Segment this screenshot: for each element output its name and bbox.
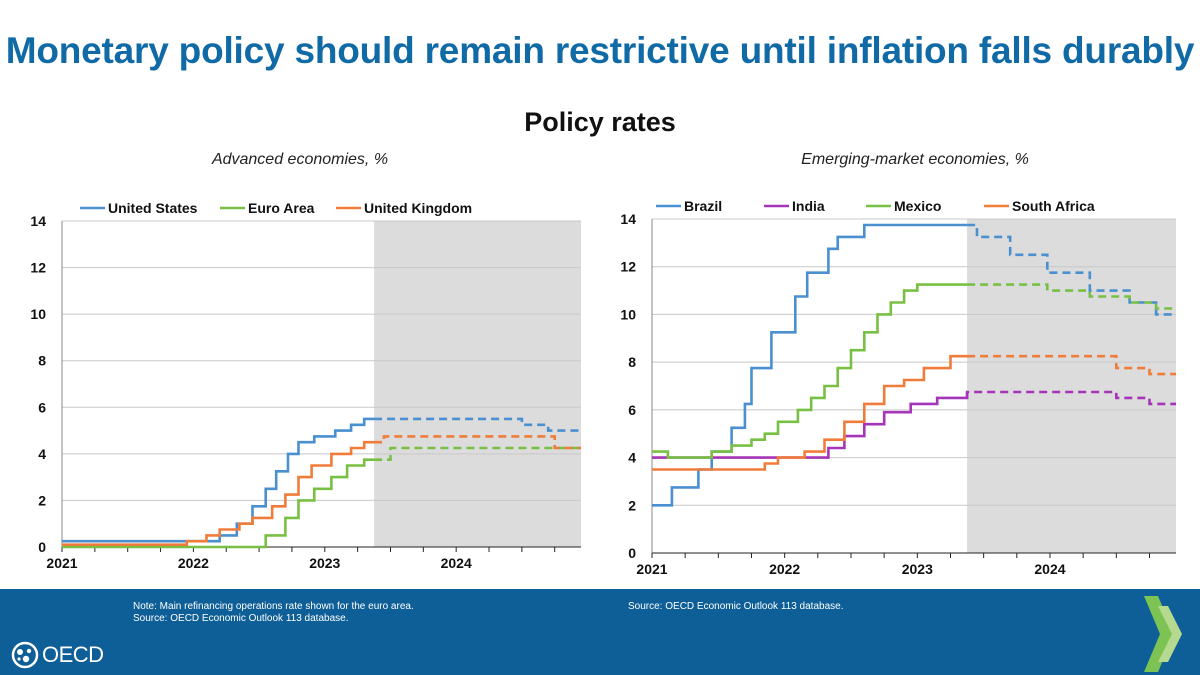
footer-note-right: Source: OECD Economic Outlook 113 databa… — [628, 601, 843, 613]
x-tick-label: 2021 — [46, 555, 77, 571]
y-tick-label: 6 — [628, 402, 636, 418]
x-tick-label: 2024 — [1034, 561, 1065, 577]
series-projection-united-kingdom — [374, 435, 581, 450]
y-tick-label: 4 — [628, 450, 636, 466]
legend-label: Mexico — [894, 198, 941, 214]
policy-rates-charts: 0 2 4 6 8 10 12 14 2021 2022 2023 2024 United States… — [30, 198, 1176, 577]
chevron-logo-icon — [1144, 596, 1182, 672]
series-line-united-states — [62, 417, 375, 543]
note-text: Note: Main refinancing operations rate s… — [133, 601, 414, 612]
series-line-south-africa — [652, 354, 968, 471]
y-tick-label: 8 — [38, 353, 46, 369]
series-line-india — [652, 392, 969, 459]
y-tick-label: 0 — [628, 545, 636, 561]
y-tick-label: 4 — [38, 446, 46, 462]
projection-shade — [374, 221, 581, 547]
source-text-right: Source: OECD Economic Outlook 113 databa… — [628, 601, 844, 612]
legend-label: India — [792, 198, 825, 214]
y-tick-label: 14 — [30, 213, 46, 229]
series-projection-euro-area — [374, 446, 581, 461]
series-line-united-kingdom — [62, 440, 375, 546]
legend-label: Euro Area — [248, 200, 315, 216]
y-tick-label: 2 — [38, 492, 46, 508]
chart-panel-advanced: 0 2 4 6 8 10 12 14 2021 2022 2023 2024 United States… — [30, 200, 581, 571]
chart-panel-emerging: 0 2 4 6 8 10 12 14 2021 2022 2023 2024 Brazil India Me… — [620, 198, 1176, 577]
y-tick-label: 6 — [38, 399, 46, 415]
y-tick-label: 10 — [620, 306, 636, 322]
series-projection-india — [965, 390, 1176, 406]
projection-shade — [967, 219, 1176, 553]
legend-label: United Kingdom — [364, 200, 472, 216]
y-tick-label: 14 — [620, 211, 636, 227]
x-tick-label: 2024 — [441, 555, 472, 571]
y-tick-label: 12 — [30, 260, 46, 276]
globe-icon — [11, 641, 39, 669]
x-tick-label: 2023 — [309, 555, 340, 571]
x-tick-label: 2022 — [769, 561, 800, 577]
y-tick-label: 0 — [38, 539, 46, 555]
y-tick-label: 2 — [628, 497, 636, 513]
series-projection-south-africa — [967, 354, 1176, 376]
series-line-mexico — [652, 283, 968, 459]
y-tick-label: 12 — [620, 259, 636, 275]
legend-label: Brazil — [684, 198, 722, 214]
y-tick-label: 10 — [30, 306, 46, 322]
x-tick-label: 2021 — [636, 561, 667, 577]
series-projection-mexico — [967, 283, 1176, 310]
x-tick-label: 2022 — [178, 555, 209, 571]
legend-label: South Africa — [1012, 198, 1095, 214]
x-tick-label: 2023 — [902, 561, 933, 577]
chart-subtitle: Policy rates — [524, 107, 676, 137]
y-tick-label: 8 — [628, 354, 636, 370]
footer-note-left: Note: Main refinancing operations rate s… — [133, 601, 414, 625]
legend-label: United States — [108, 200, 198, 216]
series-projection-united-states — [374, 417, 581, 432]
panel-title-advanced: Advanced economies, % — [211, 151, 389, 168]
panel-title-emerging: Emerging-market economies, % — [801, 151, 1029, 168]
oecd-logo[interactable]: OECD — [11, 641, 104, 669]
page-title: Monetary policy should remain restrictiv… — [5, 30, 1195, 71]
series-line-euro-area — [62, 458, 375, 549]
footer-bar — [0, 589, 1200, 675]
logo-text: OECD — [42, 642, 104, 667]
source-text: Source: OECD Economic Outlook 113 databa… — [133, 613, 349, 624]
